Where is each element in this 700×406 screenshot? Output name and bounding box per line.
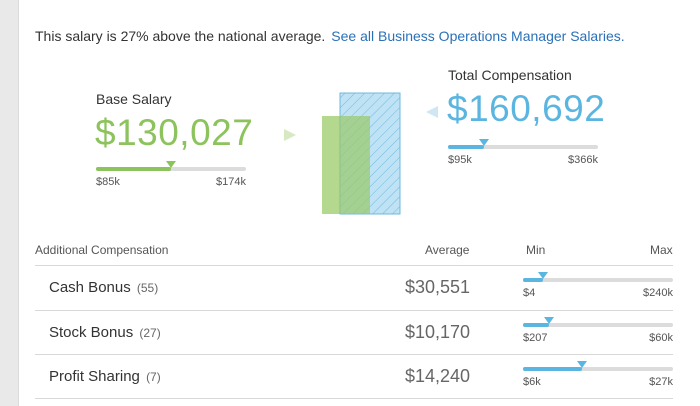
range-max-label: $240k: [643, 287, 673, 299]
range-min-label: $6k: [523, 376, 541, 388]
row-name: Cash Bonus (55): [49, 279, 158, 296]
table-divider: [35, 398, 673, 399]
max-column-header: Max: [650, 243, 673, 257]
table-row: Stock Bonus (27) $10,170 $207 $60k: [35, 311, 675, 355]
row-average: $10,170: [405, 322, 471, 342]
range-fill: [96, 167, 171, 171]
row-count: (55): [136, 281, 159, 295]
range-max-label: $366k: [568, 154, 598, 166]
range-marker: [538, 272, 548, 279]
range-min-label: $4: [523, 287, 536, 299]
additional-compensation-header: Additional Compensation Average Min Max: [35, 243, 675, 265]
range-marker: [166, 161, 176, 168]
range-track: [523, 367, 673, 371]
row-average: $30,551: [405, 277, 471, 297]
table-row: Cash Bonus (55) $30,551 $4 $240k: [35, 266, 675, 310]
min-column-header: Min: [526, 243, 546, 257]
range-track: [448, 145, 598, 149]
range-marker: [577, 361, 587, 368]
range-fill: [448, 145, 484, 149]
range-marker: [544, 317, 554, 324]
average-column-header: Average: [425, 243, 470, 257]
range-fill: [523, 278, 543, 282]
base-salary-label: Base Salary: [96, 91, 172, 107]
table-divider: [35, 310, 673, 311]
row-name: Profit Sharing (7): [49, 368, 161, 385]
range-max-label: $60k: [649, 332, 673, 344]
base-salary-value: $130,027: [95, 112, 254, 153]
row-name-text: Profit Sharing: [49, 368, 140, 385]
total-compensation-value: $160,692: [447, 88, 606, 129]
left-rail: [0, 0, 19, 406]
table-row: Profit Sharing (7) $14,240 $6k $27k: [35, 355, 675, 399]
row-count: (27): [139, 326, 161, 340]
additional-compensation-title: Additional Compensation: [35, 243, 169, 257]
row-count: (7): [146, 370, 161, 384]
intro-text: This salary is 27% above the national av…: [35, 28, 326, 44]
row-name-text: Cash Bonus: [49, 279, 131, 296]
all-salaries-link[interactable]: See all Business Operations Manager Sala…: [331, 28, 625, 44]
row-name: Stock Bonus (27): [49, 324, 161, 341]
range-track: [523, 278, 673, 282]
range-max-label: $174k: [216, 176, 246, 188]
arrow-left-icon: [426, 106, 438, 118]
table-divider: [35, 265, 673, 266]
range-min-label: $95k: [448, 154, 472, 166]
row-average: $14,240: [405, 366, 471, 386]
range-fill: [523, 323, 549, 327]
intro-line: This salary is 27% above the national av…: [35, 28, 625, 44]
range-max-label: $27k: [649, 376, 673, 388]
table-divider: [35, 354, 673, 355]
total-compensation-label: Total Compensation: [448, 67, 572, 83]
range-track: [523, 323, 673, 327]
row-name-text: Stock Bonus: [49, 324, 134, 341]
range-min-label: $207: [523, 332, 548, 344]
range-min-label: $85k: [96, 176, 120, 188]
arrow-right-icon: [284, 129, 296, 141]
range-marker: [479, 139, 489, 146]
range-track: [96, 167, 246, 171]
compensation-comparison-graphic: [322, 92, 401, 215]
range-fill: [523, 367, 582, 371]
overlap-bar: [340, 116, 370, 214]
